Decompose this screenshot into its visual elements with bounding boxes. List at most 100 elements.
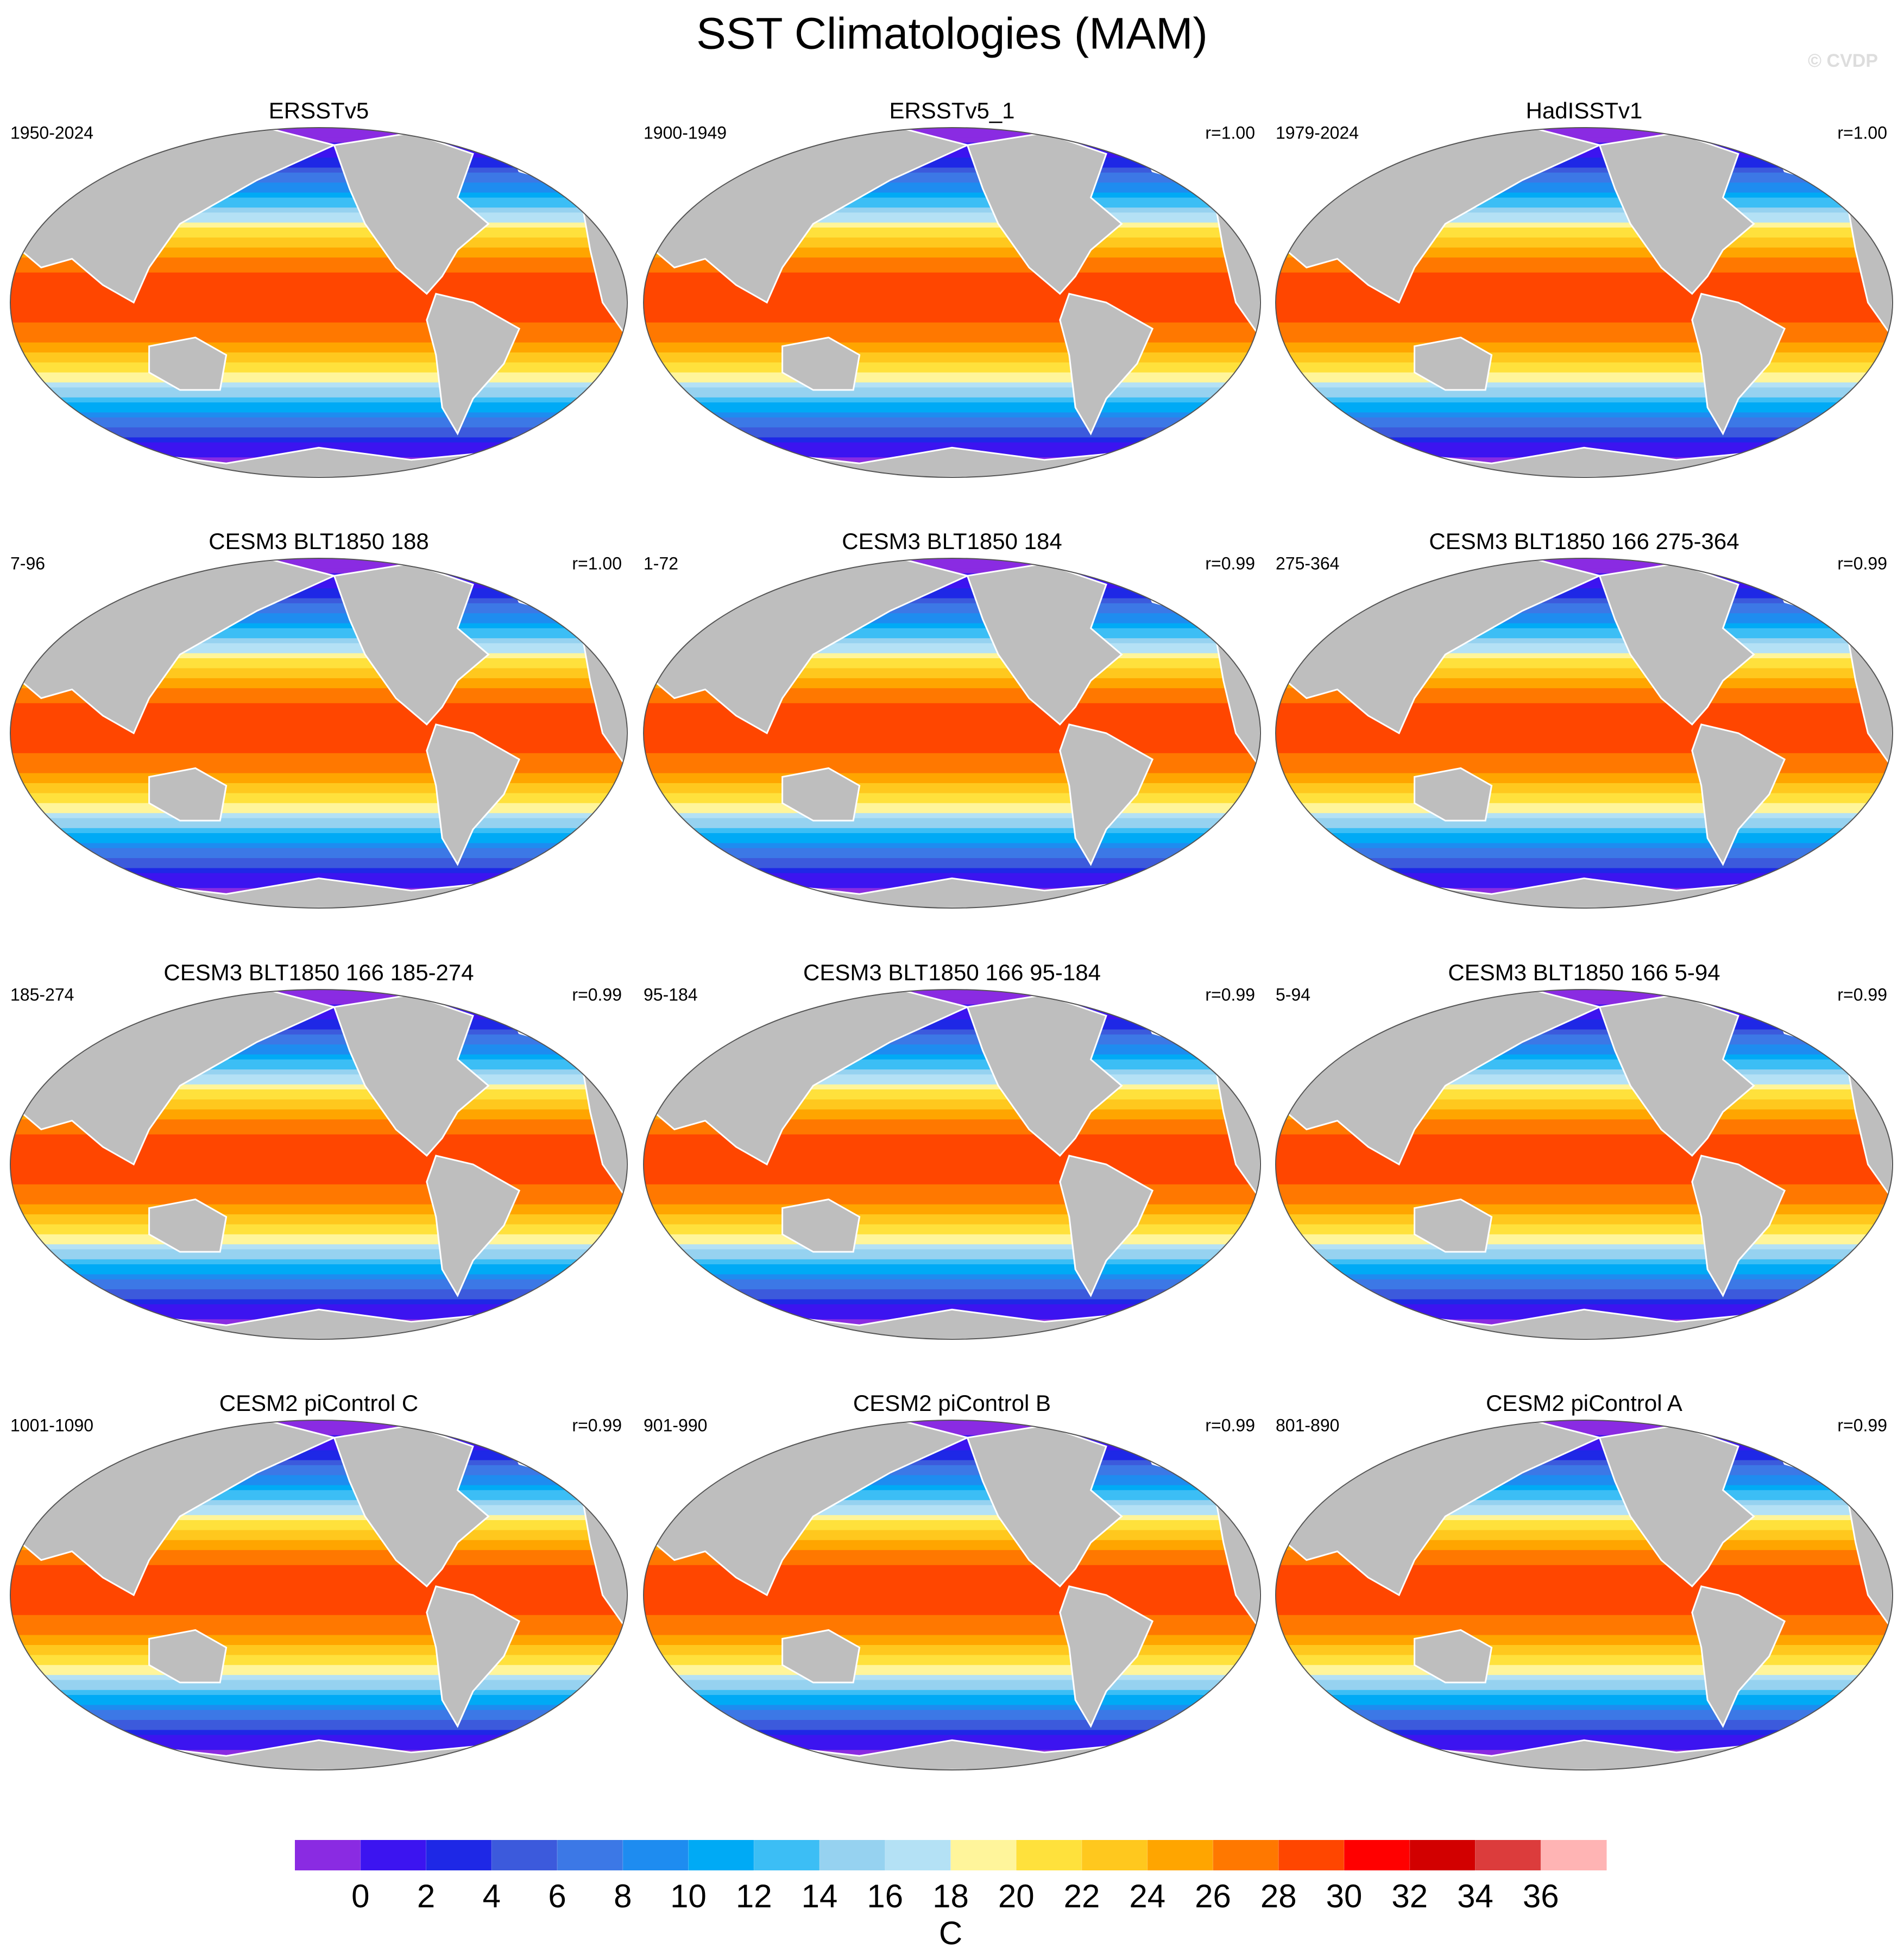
sst-band (1276, 763, 1893, 769)
sst-band (1276, 1455, 1893, 1461)
sst-band (10, 1505, 627, 1511)
land (644, 877, 1260, 908)
sst-band (644, 558, 1260, 564)
sst-band (10, 868, 627, 874)
sst-band (10, 1500, 627, 1506)
land (781, 1198, 861, 1253)
sst-band (1276, 563, 1893, 569)
sst-band (10, 1660, 627, 1666)
land (644, 446, 1260, 477)
sst-band (644, 1565, 1260, 1571)
sst-band (10, 1064, 627, 1070)
sst-band (10, 1204, 627, 1210)
sst-band (10, 678, 627, 684)
sst-band (1276, 823, 1893, 829)
sst-band (644, 1670, 1260, 1676)
sst-band (1276, 1720, 1893, 1726)
sst-band (10, 167, 627, 173)
sst-band (644, 1500, 1260, 1506)
sst-band (644, 1695, 1260, 1701)
sst-band (644, 1530, 1260, 1536)
sst-band (644, 1710, 1260, 1716)
sst-band (10, 322, 627, 328)
sst-band (1276, 583, 1893, 589)
map-border (1275, 127, 1893, 478)
sst-band (644, 778, 1260, 784)
sst-band (644, 1700, 1260, 1706)
sst-band (644, 1264, 1260, 1270)
sst-band (1276, 848, 1893, 854)
sst-band (10, 217, 627, 223)
sst-band (10, 1174, 627, 1180)
sst-band (10, 332, 627, 338)
correlation-label: r=0.99 (1837, 553, 1887, 573)
sst-band (10, 1670, 627, 1676)
land (966, 563, 1123, 726)
sst-band (644, 347, 1260, 353)
sst-band (644, 1029, 1260, 1035)
sst-band (644, 1159, 1260, 1165)
sst-band (10, 1199, 627, 1205)
sst-band (1276, 1685, 1893, 1691)
map (644, 990, 1260, 1339)
map-border (643, 1420, 1261, 1770)
sst-band (10, 1680, 627, 1686)
correlation-label: r=0.99 (1205, 1415, 1255, 1435)
land (1598, 1425, 1755, 1587)
sst-band (10, 437, 627, 443)
sst-band (1276, 1665, 1893, 1671)
sst-band (10, 733, 627, 739)
sst-band (1276, 192, 1893, 198)
sst-band (644, 237, 1260, 243)
sst-band (644, 1079, 1260, 1085)
sst-band (644, 668, 1260, 674)
sst-band (10, 307, 627, 313)
sst-band (10, 442, 627, 448)
colorbar-box (1213, 1840, 1279, 1870)
sst-band (1276, 653, 1893, 659)
sst-band (10, 668, 627, 674)
sst-band (1276, 402, 1893, 408)
correlation-label: r=0.99 (572, 1415, 622, 1435)
sst-band (10, 738, 627, 744)
sst-band (644, 297, 1260, 303)
sst-band (1276, 232, 1893, 238)
sst-band (10, 192, 627, 198)
sst-band (644, 1595, 1260, 1601)
sst-band (1276, 723, 1893, 729)
sst-band (1276, 162, 1893, 168)
panel-title: CESM3 BLT1850 184 (842, 528, 1062, 554)
sst-band (1276, 153, 1893, 159)
sst-band (1276, 1079, 1893, 1085)
sst-band (10, 1164, 627, 1170)
sst-band (10, 1640, 627, 1646)
sst-band (1276, 1184, 1893, 1190)
sst-band (10, 1099, 627, 1105)
sst-band (1276, 1510, 1893, 1516)
sst-band (10, 1209, 627, 1215)
colorbar-box (426, 1840, 492, 1870)
sst-band (1276, 1525, 1893, 1531)
sst-band (1276, 1700, 1893, 1706)
sst-band (644, 278, 1260, 283)
map-border (1275, 1420, 1893, 1770)
sst-band (1276, 1725, 1893, 1731)
sst-band (1276, 1284, 1893, 1290)
sst-band (1276, 1645, 1893, 1651)
sst-band (10, 1304, 627, 1310)
sst-band (10, 1610, 627, 1616)
sst-band (1276, 668, 1893, 674)
sst-band (1276, 237, 1893, 243)
sst-band (1276, 1670, 1893, 1676)
sst-band (644, 1730, 1260, 1736)
correlation-label: r=0.99 (1837, 1415, 1887, 1435)
sst-band (10, 563, 627, 569)
sst-band (10, 412, 627, 418)
sst-band (1276, 833, 1893, 839)
sst-band (1276, 1505, 1893, 1511)
sst-band (1276, 247, 1893, 253)
sst-band (10, 603, 627, 609)
colorbar-tick-label: 36 (1523, 1878, 1559, 1914)
sst-band (10, 1645, 627, 1651)
sst-band (1276, 1054, 1893, 1060)
